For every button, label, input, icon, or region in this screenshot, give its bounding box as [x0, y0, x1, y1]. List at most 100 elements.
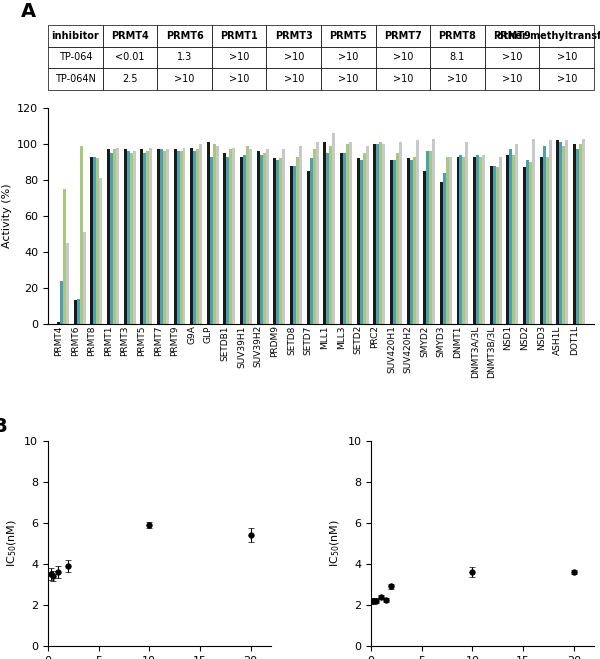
Bar: [160, 150, 163, 324]
Bar: [74, 301, 77, 324]
Y-axis label: IC$_{50}$(nM): IC$_{50}$(nM): [328, 519, 342, 567]
Bar: [176, 151, 179, 324]
Bar: [66, 243, 69, 324]
Bar: [540, 157, 543, 324]
Bar: [390, 160, 393, 324]
Bar: [359, 160, 362, 324]
Bar: [479, 157, 482, 324]
Bar: [496, 167, 499, 324]
Bar: [83, 232, 86, 324]
Bar: [316, 142, 319, 324]
Bar: [346, 144, 349, 324]
Bar: [356, 158, 359, 324]
Bar: [96, 158, 99, 324]
Bar: [466, 142, 469, 324]
Bar: [116, 148, 119, 324]
Bar: [340, 153, 343, 324]
Bar: [99, 178, 102, 324]
Bar: [449, 157, 452, 324]
Bar: [77, 299, 80, 324]
Bar: [290, 165, 293, 324]
Bar: [307, 171, 310, 324]
Bar: [299, 146, 302, 324]
Bar: [559, 142, 562, 324]
Bar: [509, 150, 512, 324]
Bar: [562, 146, 565, 324]
Bar: [376, 144, 379, 324]
Bar: [280, 158, 283, 324]
Bar: [90, 157, 93, 324]
Bar: [190, 148, 193, 324]
Bar: [274, 158, 277, 324]
Bar: [463, 157, 466, 324]
Bar: [416, 140, 419, 324]
Bar: [173, 150, 176, 324]
Bar: [179, 151, 182, 324]
Bar: [260, 155, 263, 324]
Bar: [393, 160, 396, 324]
Bar: [362, 153, 365, 324]
Y-axis label: Activity (%): Activity (%): [2, 184, 11, 248]
Bar: [80, 146, 83, 324]
Bar: [410, 160, 413, 324]
Bar: [166, 150, 169, 324]
Bar: [210, 157, 213, 324]
Bar: [476, 155, 479, 324]
Bar: [143, 153, 146, 324]
Bar: [127, 151, 130, 324]
Text: B: B: [0, 416, 7, 436]
Bar: [443, 173, 446, 324]
Bar: [429, 151, 432, 324]
Bar: [532, 138, 535, 324]
Bar: [110, 153, 113, 324]
Bar: [440, 182, 443, 324]
Bar: [193, 151, 196, 324]
Bar: [349, 142, 352, 324]
Bar: [310, 158, 313, 324]
Bar: [556, 140, 559, 324]
Bar: [565, 140, 568, 324]
Bar: [373, 144, 376, 324]
Bar: [326, 153, 329, 324]
Bar: [246, 146, 249, 324]
Bar: [296, 157, 299, 324]
Bar: [182, 148, 185, 324]
Bar: [149, 148, 152, 324]
Bar: [323, 142, 326, 324]
Bar: [293, 165, 296, 324]
Bar: [140, 150, 143, 324]
Bar: [426, 151, 429, 324]
Bar: [399, 142, 402, 324]
Bar: [573, 144, 576, 324]
Bar: [283, 150, 286, 324]
Bar: [329, 146, 332, 324]
Bar: [446, 157, 449, 324]
Bar: [482, 155, 485, 324]
Bar: [124, 150, 127, 324]
Bar: [229, 150, 232, 324]
Bar: [163, 151, 166, 324]
Bar: [207, 142, 210, 324]
Bar: [493, 165, 496, 324]
Bar: [549, 140, 552, 324]
Bar: [60, 281, 63, 324]
Bar: [579, 144, 582, 324]
Bar: [529, 162, 532, 324]
Bar: [413, 157, 416, 324]
Bar: [582, 138, 585, 324]
Bar: [379, 142, 382, 324]
Bar: [249, 150, 252, 324]
Bar: [543, 146, 546, 324]
Bar: [523, 167, 526, 324]
Bar: [243, 155, 246, 324]
Bar: [382, 144, 385, 324]
Bar: [226, 157, 229, 324]
Bar: [512, 155, 515, 324]
Bar: [263, 153, 266, 324]
Bar: [257, 151, 260, 324]
Bar: [93, 157, 96, 324]
Bar: [365, 146, 368, 324]
Bar: [423, 171, 426, 324]
Bar: [576, 150, 579, 324]
Bar: [57, 322, 60, 324]
